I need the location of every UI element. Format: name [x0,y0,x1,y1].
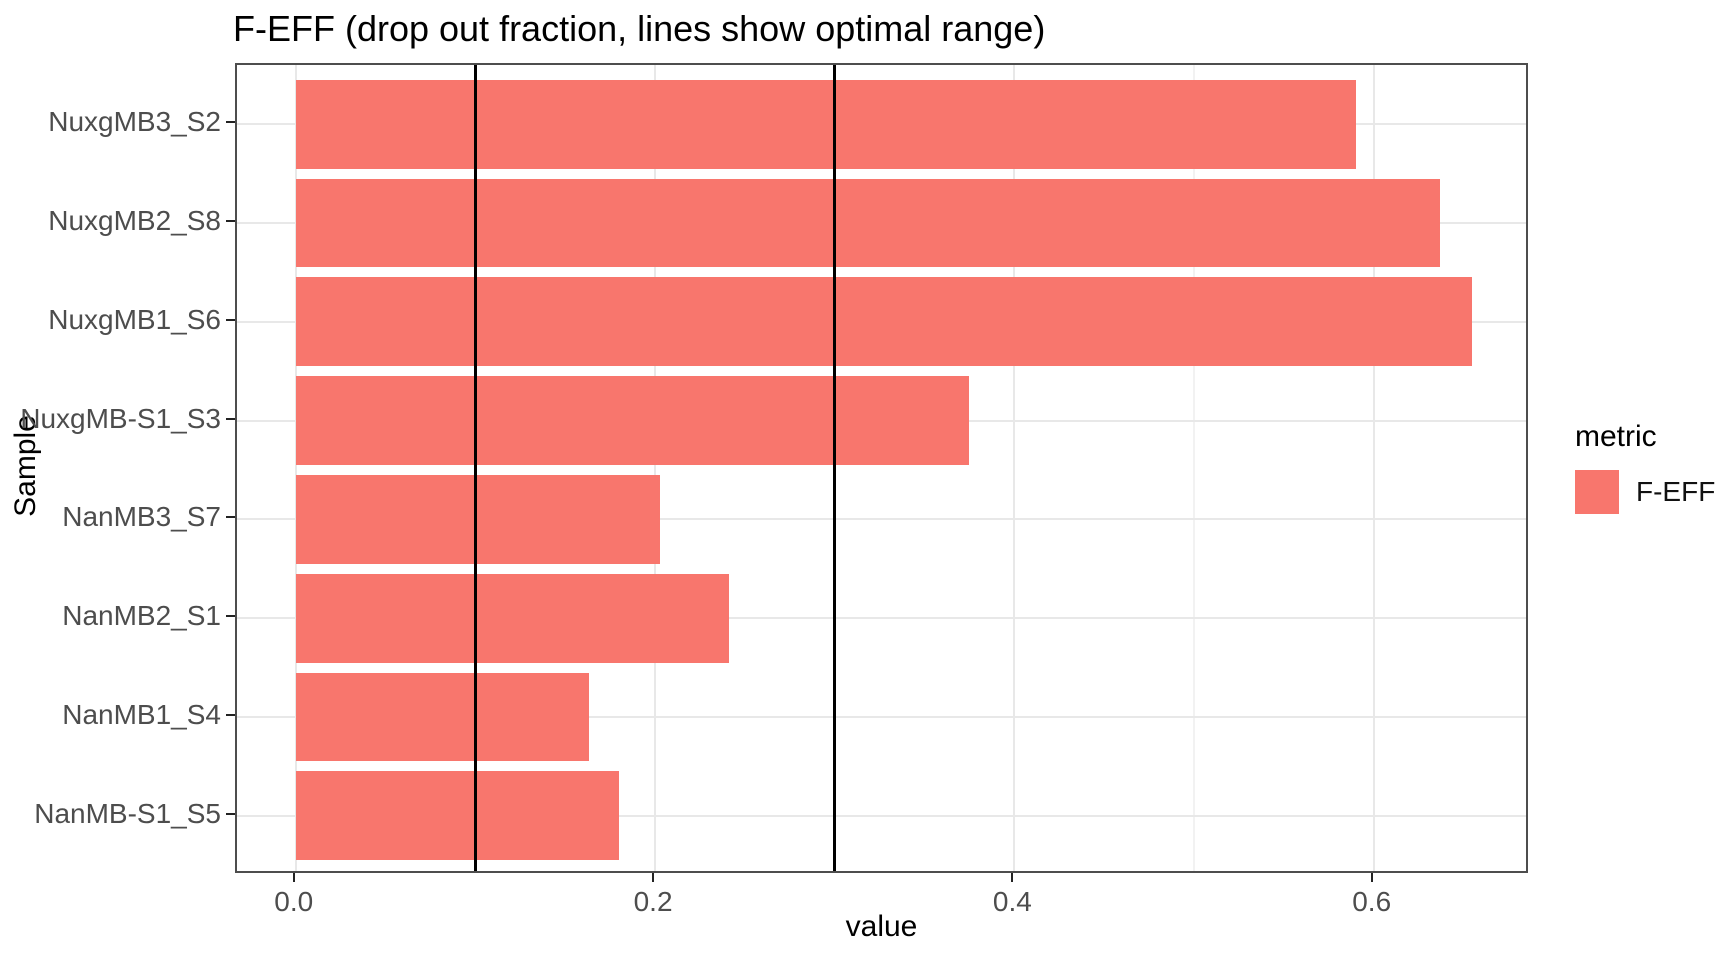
y-tick [226,713,235,716]
bar-NanMB3_S7 [295,474,661,564]
x-tick [1370,873,1373,882]
y-tick-label: NuxgMB3_S2 [48,106,221,138]
bar-NuxgMB-S1_S3 [295,376,970,466]
bar-NuxgMB2_S8 [295,178,1441,268]
bar-NanMB1_S4 [295,672,589,762]
y-tick-label: NuxgMB1_S6 [48,303,221,335]
plot-title: F-EFF (drop out fraction, lines show opt… [233,8,1046,49]
y-tick-label: NuxgMB2_S8 [48,205,221,237]
x-tick-label: 0.2 [633,886,673,917]
x-tick-label: 0.6 [1352,886,1392,917]
gridline-major-horizontal [237,715,1526,718]
bar-NanMB-S1_S5 [295,771,620,861]
x-tick-label: 0.4 [992,886,1032,917]
legend-entry: F-EFF [1575,470,1715,514]
gridline-major-horizontal [237,814,1526,817]
bar-NanMB2_S1 [295,573,729,663]
x-tick-label: 0.0 [274,886,314,917]
y-tick-label: NanMB-S1_S5 [34,797,221,829]
bar-NuxgMB1_S6 [295,277,1473,367]
y-tick-label: NanMB3_S7 [62,501,221,533]
gridline-major-vertical [654,65,657,871]
legend: metric F-EFF [1575,420,1715,514]
legend-swatch [1575,470,1619,514]
x-tick [652,873,655,882]
bar-NuxgMB3_S2 [295,79,1356,169]
gridline-minor-vertical [1193,65,1196,871]
gridline-major-horizontal [237,617,1526,620]
y-tick-label: NanMB2_S1 [62,600,221,632]
y-tick [226,615,235,618]
reference-line [833,65,837,871]
x-axis-title: value [845,910,918,943]
gridline-major-vertical [1372,65,1375,871]
reference-line [473,65,477,871]
y-tick [226,812,235,815]
x-tick [292,873,295,882]
y-tick-label: NanMB1_S4 [62,698,221,730]
gridline-major-vertical [1013,65,1016,871]
legend-title: metric [1575,420,1657,453]
y-tick [226,417,235,420]
gridline-major-horizontal [237,518,1526,521]
y-tick [226,220,235,223]
y-tick [226,121,235,124]
y-tick-label: NuxgMB-S1_S3 [20,402,221,434]
x-tick [1011,873,1014,882]
plot-panel [235,63,1528,873]
y-tick [226,516,235,519]
y-tick [226,318,235,321]
gridline-major-vertical [294,65,297,871]
legend-label: F-EFF [1636,476,1716,507]
